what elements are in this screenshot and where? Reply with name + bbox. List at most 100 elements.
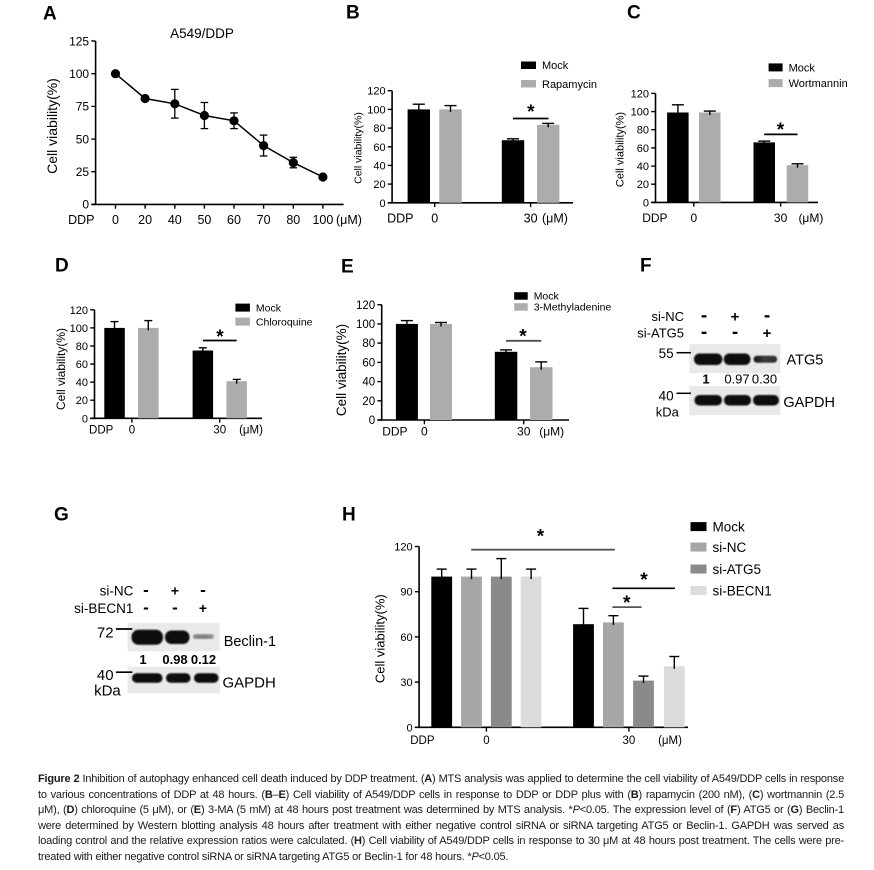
svg-text:-: - bbox=[701, 306, 707, 327]
svg-text:si-NC: si-NC bbox=[100, 584, 134, 599]
svg-text:C: C bbox=[627, 3, 641, 24]
svg-text:100: 100 bbox=[356, 319, 375, 331]
svg-text:0: 0 bbox=[379, 198, 385, 210]
svg-text:0: 0 bbox=[406, 722, 412, 734]
svg-text:Mock: Mock bbox=[542, 60, 569, 72]
svg-text:-: - bbox=[701, 322, 707, 343]
svg-text:40: 40 bbox=[76, 377, 88, 389]
svg-text:72: 72 bbox=[97, 624, 114, 641]
svg-text:120: 120 bbox=[367, 86, 385, 98]
svg-text:60: 60 bbox=[400, 632, 412, 644]
svg-text:+: + bbox=[731, 309, 740, 326]
svg-text:30: 30 bbox=[517, 425, 531, 439]
svg-text:DDP: DDP bbox=[382, 425, 407, 439]
svg-text:80: 80 bbox=[373, 123, 385, 135]
svg-text:0: 0 bbox=[82, 413, 88, 425]
svg-text:80: 80 bbox=[76, 341, 88, 353]
svg-text:1: 1 bbox=[139, 652, 146, 667]
svg-text:*: * bbox=[519, 327, 527, 348]
svg-text:70: 70 bbox=[257, 213, 271, 227]
svg-text:(μM): (μM) bbox=[798, 211, 823, 225]
svg-text:H: H bbox=[342, 505, 356, 526]
svg-text:0: 0 bbox=[112, 213, 119, 227]
svg-text:+: + bbox=[763, 325, 772, 342]
svg-text:60: 60 bbox=[227, 213, 241, 227]
svg-text:50: 50 bbox=[197, 213, 211, 227]
svg-text:*: * bbox=[527, 102, 535, 123]
svg-text:30: 30 bbox=[400, 677, 412, 689]
svg-text:0: 0 bbox=[431, 211, 438, 225]
svg-text:Cell viability(%): Cell viability(%) bbox=[615, 112, 627, 187]
svg-text:60: 60 bbox=[373, 142, 385, 154]
svg-text:Beclin-1: Beclin-1 bbox=[224, 634, 276, 650]
svg-text:0.98: 0.98 bbox=[162, 652, 187, 667]
svg-text:DDP: DDP bbox=[89, 424, 114, 436]
svg-text:-: - bbox=[764, 306, 770, 327]
svg-text:20: 20 bbox=[362, 396, 375, 408]
svg-text:30: 30 bbox=[213, 424, 226, 436]
svg-text:80: 80 bbox=[637, 125, 649, 137]
svg-text:*: * bbox=[777, 120, 785, 141]
svg-text:0.30: 0.30 bbox=[752, 371, 777, 386]
svg-text:0: 0 bbox=[483, 735, 489, 747]
svg-text:Mock: Mock bbox=[713, 519, 746, 534]
svg-text:25: 25 bbox=[76, 165, 90, 179]
svg-text:D: D bbox=[55, 256, 69, 277]
svg-text:20: 20 bbox=[373, 179, 385, 191]
svg-text:0: 0 bbox=[690, 211, 697, 225]
svg-text:Cell viability(%): Cell viability(%) bbox=[54, 328, 68, 410]
svg-text:-: - bbox=[732, 322, 738, 343]
svg-text:Chloroquine: Chloroquine bbox=[256, 316, 313, 328]
svg-text:Cell viability(%): Cell viability(%) bbox=[373, 594, 388, 683]
svg-text:(μM): (μM) bbox=[658, 735, 682, 747]
svg-text:60: 60 bbox=[637, 143, 649, 155]
svg-text:40: 40 bbox=[659, 388, 674, 403]
svg-text:40: 40 bbox=[362, 377, 375, 389]
svg-text:120: 120 bbox=[394, 541, 412, 553]
svg-text:125: 125 bbox=[69, 34, 89, 48]
svg-text:20: 20 bbox=[138, 213, 152, 227]
svg-text:Mock: Mock bbox=[534, 291, 560, 303]
svg-text:ATG5: ATG5 bbox=[787, 353, 824, 369]
svg-text:40: 40 bbox=[168, 213, 182, 227]
svg-text:0: 0 bbox=[421, 425, 428, 439]
svg-text:100: 100 bbox=[367, 104, 385, 116]
svg-text:0: 0 bbox=[643, 197, 649, 209]
svg-text:F: F bbox=[640, 256, 652, 277]
svg-text:100: 100 bbox=[631, 107, 649, 119]
svg-text:si-NC: si-NC bbox=[652, 309, 685, 324]
svg-text:(μM): (μM) bbox=[539, 425, 564, 439]
svg-text:40: 40 bbox=[373, 160, 385, 172]
svg-text:Mock: Mock bbox=[256, 302, 282, 314]
svg-text:50: 50 bbox=[76, 132, 90, 146]
svg-text:si-BECN1: si-BECN1 bbox=[74, 601, 133, 616]
svg-text:si-NC: si-NC bbox=[713, 540, 747, 555]
svg-text:20: 20 bbox=[637, 179, 649, 191]
svg-text:si-ATG5: si-ATG5 bbox=[713, 562, 762, 577]
svg-text:GAPDH: GAPDH bbox=[783, 395, 835, 411]
svg-text:kDa: kDa bbox=[656, 405, 680, 420]
svg-text:20: 20 bbox=[76, 395, 88, 407]
svg-text:-: - bbox=[143, 581, 149, 600]
svg-text:Cell viability(%): Cell viability(%) bbox=[44, 78, 60, 174]
svg-text:75: 75 bbox=[76, 100, 90, 114]
svg-text:60: 60 bbox=[76, 359, 88, 371]
svg-text:*: * bbox=[623, 593, 631, 614]
svg-text:30: 30 bbox=[623, 735, 636, 747]
svg-text:DDP: DDP bbox=[387, 211, 413, 225]
svg-text:120: 120 bbox=[70, 305, 88, 317]
svg-text:*: * bbox=[640, 570, 648, 591]
svg-text:DDP: DDP bbox=[642, 211, 667, 225]
svg-text:Rapamycin: Rapamycin bbox=[542, 79, 597, 91]
svg-text:80: 80 bbox=[362, 338, 375, 350]
svg-text:E: E bbox=[341, 257, 354, 278]
svg-text:DDP: DDP bbox=[410, 735, 435, 747]
svg-text:Mock: Mock bbox=[789, 62, 816, 74]
svg-text:Wortmannin: Wortmannin bbox=[789, 78, 848, 90]
svg-text:Cell viability(%): Cell viability(%) bbox=[353, 112, 365, 184]
svg-text:-: - bbox=[172, 598, 178, 617]
svg-text:G: G bbox=[54, 505, 69, 526]
svg-text:0: 0 bbox=[369, 415, 375, 427]
svg-text:100: 100 bbox=[70, 323, 88, 335]
svg-text:55: 55 bbox=[659, 346, 674, 361]
